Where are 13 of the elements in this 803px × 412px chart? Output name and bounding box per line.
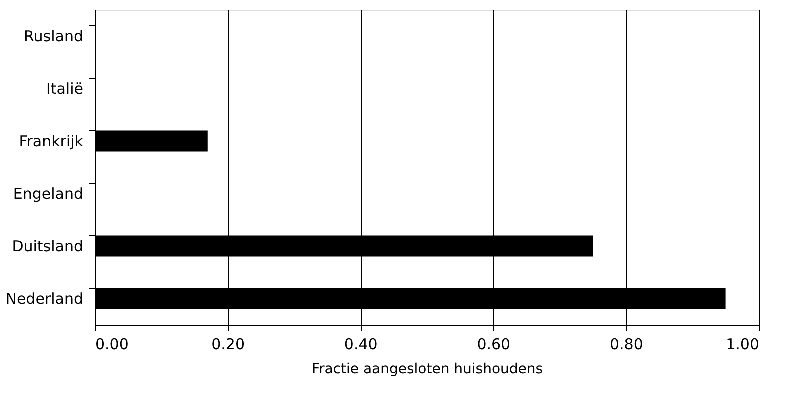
x-tick-label: 0.20: [212, 336, 246, 354]
x-tick-label: 0.80: [610, 336, 644, 354]
y-tick-label: Nederland: [6, 290, 84, 308]
x-tick-label: 1.00: [726, 336, 760, 354]
x-tick-label: 0.40: [344, 336, 378, 354]
y-tick-label: Engeland: [13, 184, 84, 203]
y-tick-label: Frankrijk: [19, 132, 84, 150]
y-tick-label: Duitsland: [12, 237, 84, 256]
x-tick-label: 0.00: [96, 336, 129, 354]
x-axis-title: Fractie aangesloten huishoudens: [312, 362, 544, 378]
y-tick-label: Italië: [46, 80, 84, 98]
y-tick-label: Rusland: [24, 27, 84, 46]
x-tick-label: 0.60: [477, 336, 511, 354]
